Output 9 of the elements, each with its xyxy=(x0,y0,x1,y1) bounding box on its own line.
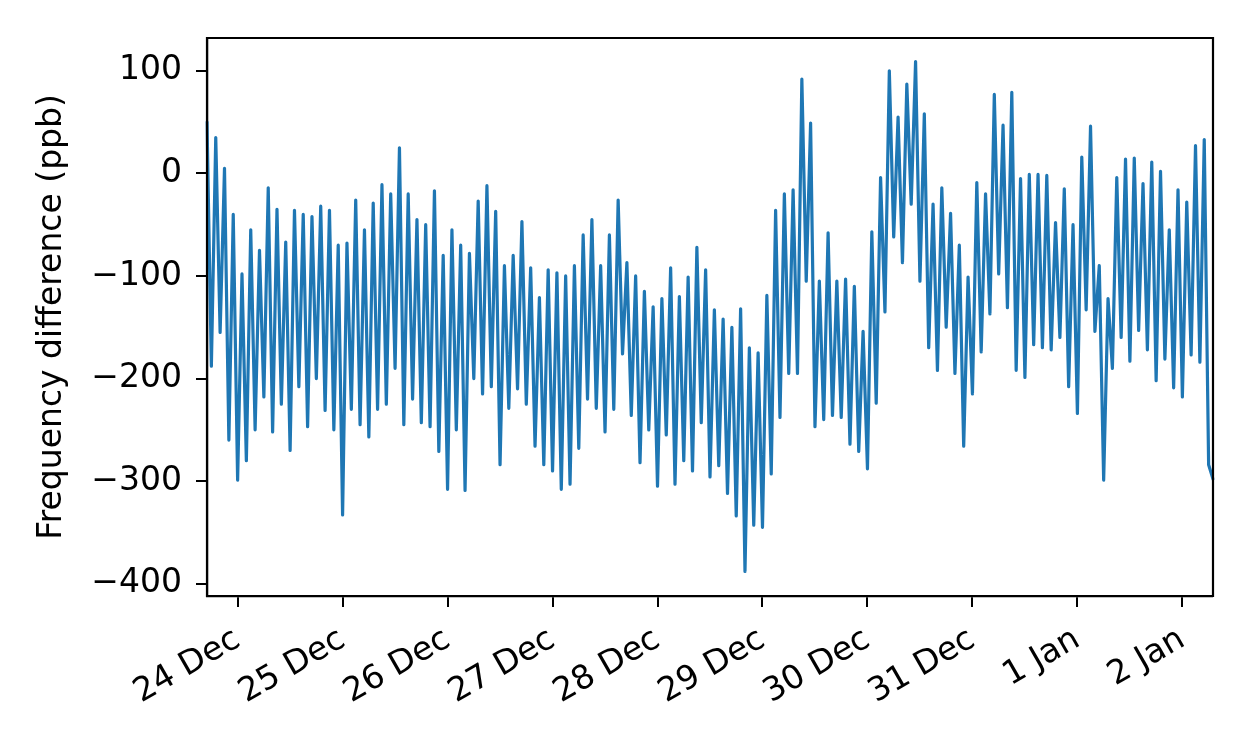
y-tick-label: −400 xyxy=(91,561,182,601)
y-tick-label: 100 xyxy=(119,48,182,88)
y-tick-label: 0 xyxy=(161,150,182,190)
y-tick-label: −300 xyxy=(91,458,182,498)
y-axis-title: Frequency difference (ppb) xyxy=(30,94,70,540)
x-tick-label: 1 Jan xyxy=(994,617,1086,693)
y-tick-label: −100 xyxy=(91,253,182,293)
y-tick-label: −200 xyxy=(91,356,182,396)
x-tick-label: 2 Jan xyxy=(1099,617,1191,693)
